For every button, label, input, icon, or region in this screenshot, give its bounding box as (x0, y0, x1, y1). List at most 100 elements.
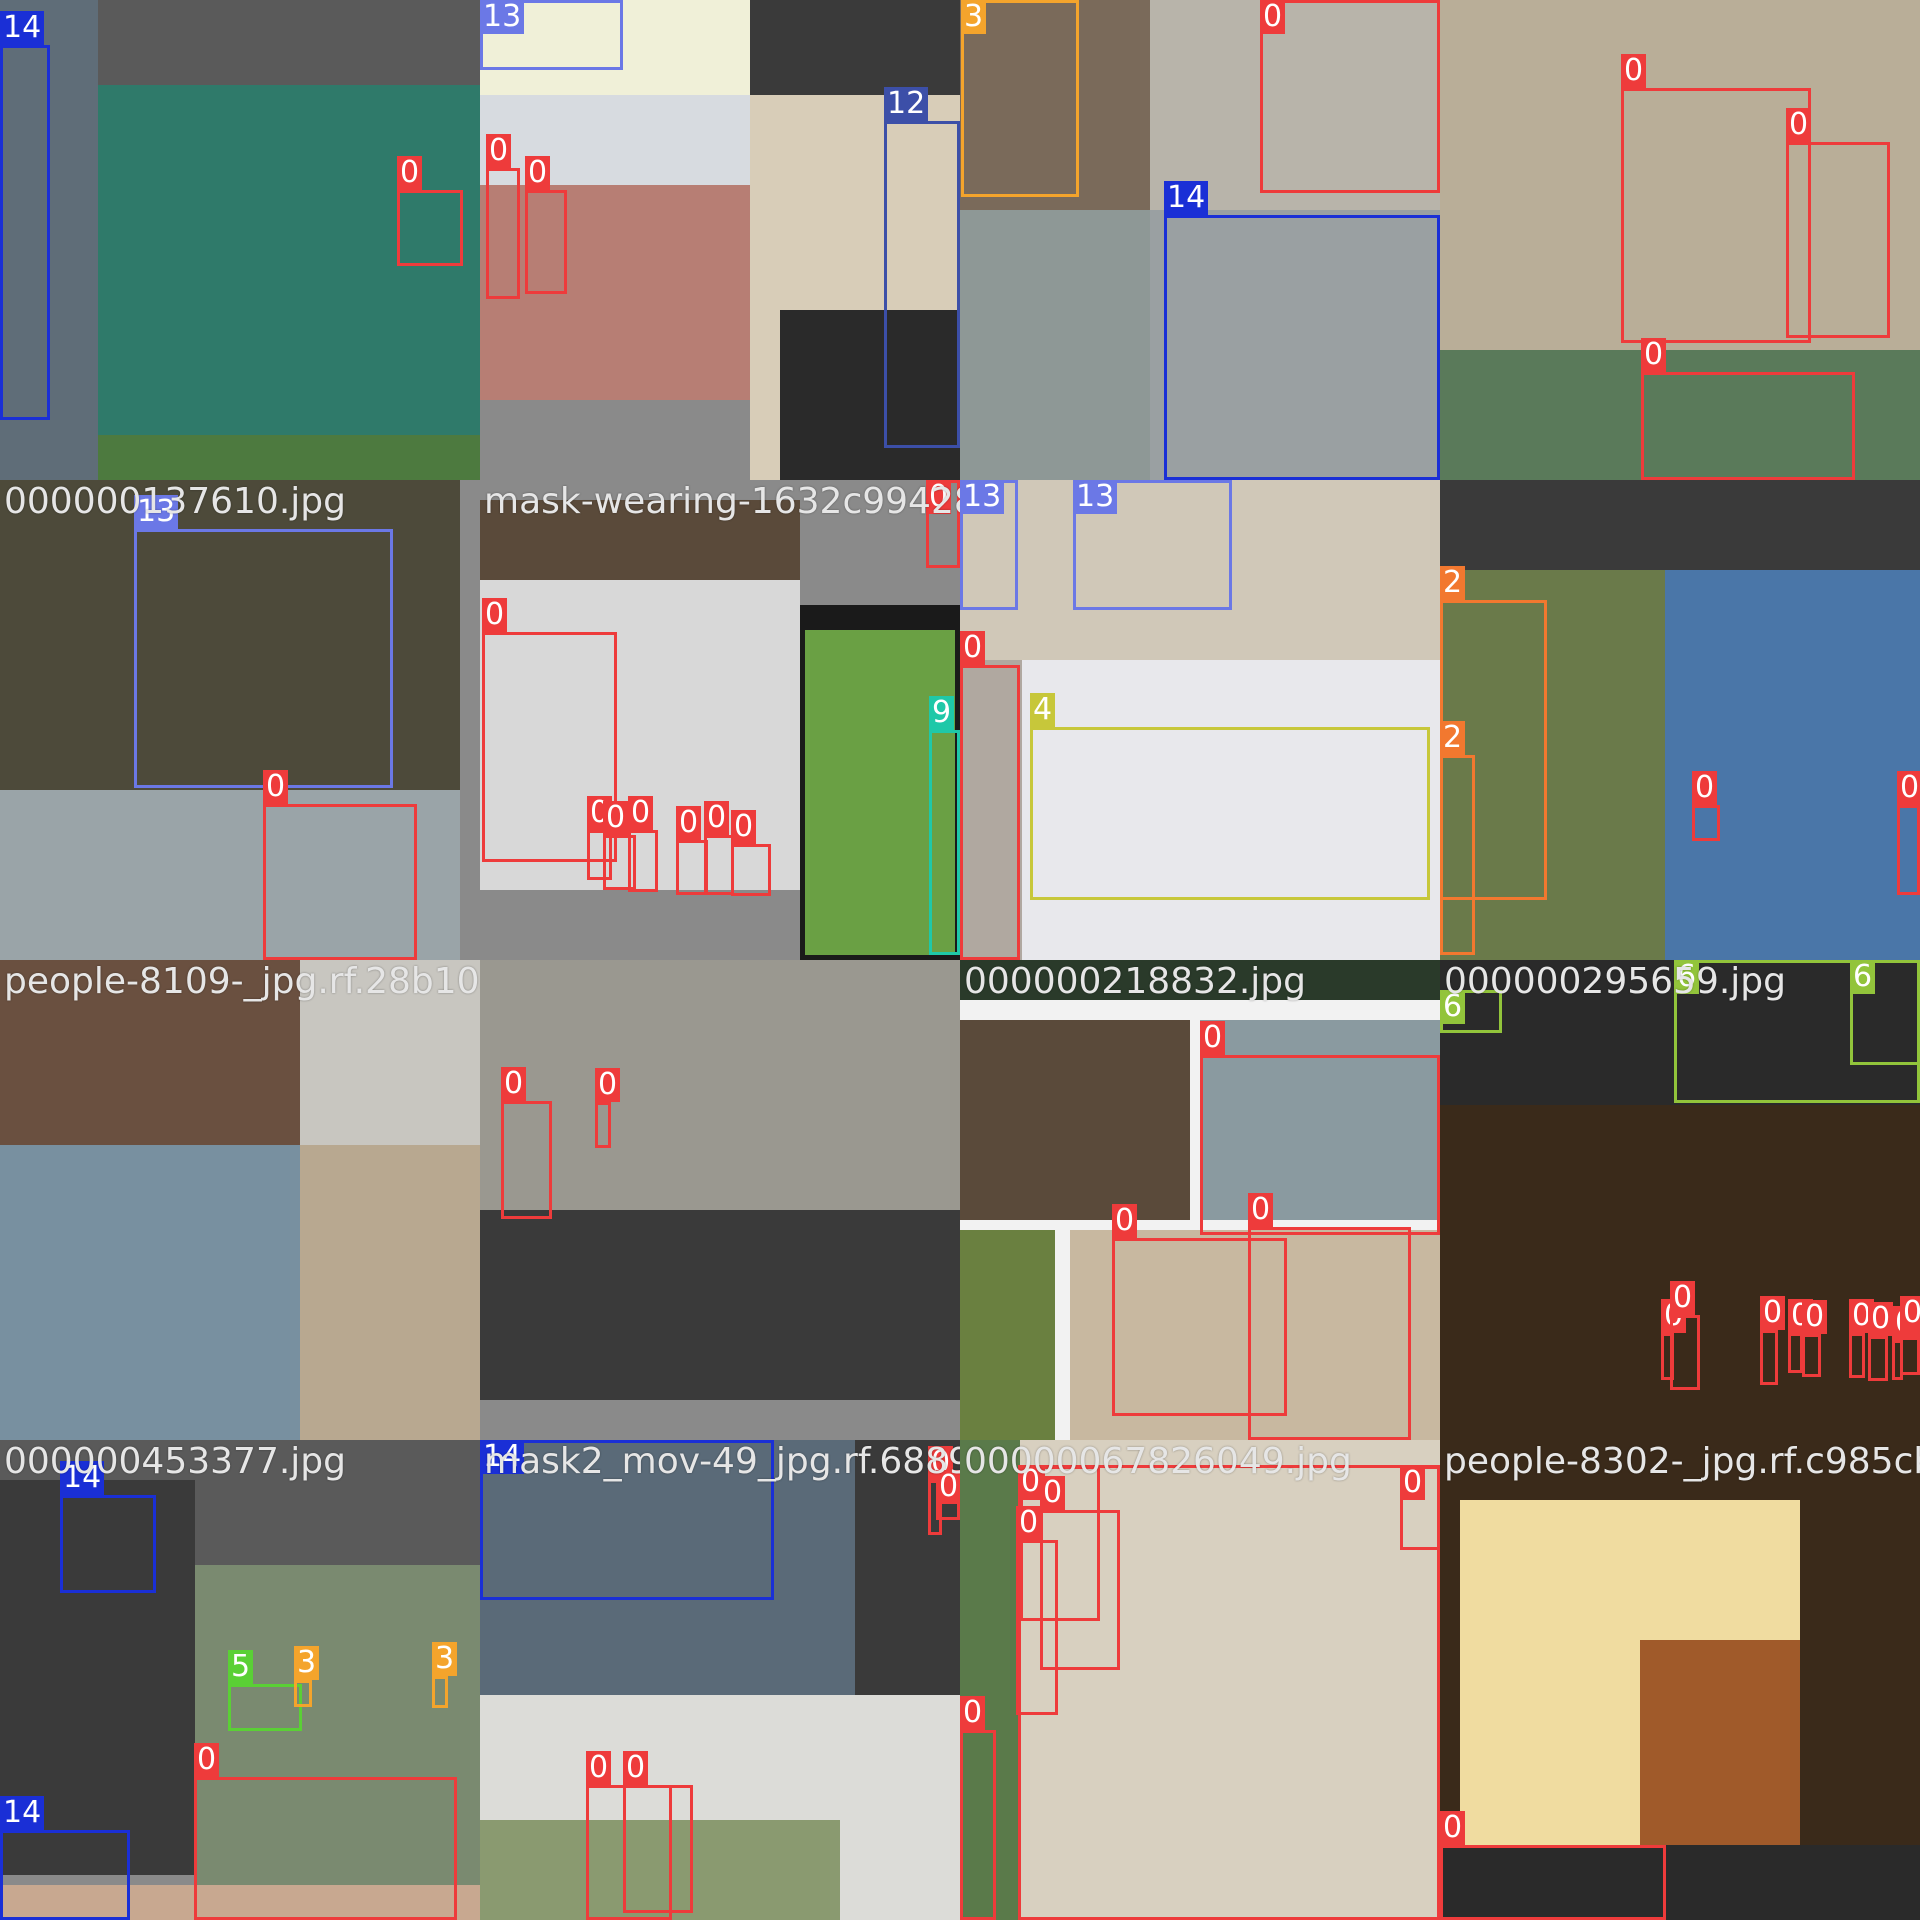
class-label: 0 (1868, 1302, 1894, 1336)
class-label: 0 (1641, 338, 1667, 372)
image-region (1070, 1230, 1440, 1440)
class-label: 0 (1260, 0, 1286, 34)
bounding-box: 6 (1850, 960, 1920, 1065)
image-region (1665, 570, 1920, 960)
class-label: 14 (60, 1461, 105, 1495)
class-label: 0 (960, 631, 986, 665)
bounding-box: 0 (1260, 0, 1440, 193)
bounding-box: 0 (1692, 771, 1720, 841)
bounding-box: 0 (1786, 108, 1890, 338)
class-label: 0 (1621, 54, 1647, 88)
bounding-box: 0 (936, 1470, 960, 1520)
class-label: 0 (1440, 1811, 1466, 1845)
class-label: 3 (432, 1642, 458, 1676)
class-label: 14 (0, 11, 45, 45)
bounding-box: 0 (1897, 771, 1920, 895)
class-label: 0 (704, 801, 730, 835)
bounding-box: 3 (961, 0, 1079, 197)
bounding-box: 0 (1200, 1021, 1440, 1235)
bounding-box: 5 (228, 1650, 302, 1731)
bounding-box: 0 (1248, 1193, 1411, 1440)
mosaic-tile: 14 5 3 3 0 14 000000453377.jpg (0, 1440, 480, 1920)
bounding-box: 0 (628, 796, 658, 892)
bounding-box: 2 (1440, 721, 1475, 955)
image-region (750, 0, 960, 95)
bounding-box: 0 (960, 1696, 996, 1920)
class-label: 0 (586, 1751, 612, 1785)
image-region (195, 1565, 480, 1885)
image-filename-caption: people-8109-_jpg.rf.28b10a9670e9b4939f8 (4, 961, 480, 1002)
image-region (1440, 0, 1920, 350)
image-region (480, 1210, 960, 1400)
image-filename-caption: people-8302-_jpg.rf.c985cbf (1444, 1441, 1920, 1482)
image-region (960, 1020, 1190, 1220)
bounding-box: 0 (1112, 1204, 1287, 1416)
bounding-box: 4 (1030, 693, 1430, 900)
class-label: 3 (961, 0, 987, 34)
class-label: 0 (731, 810, 757, 844)
bounding-box: 0 (1018, 1465, 1440, 1920)
class-label: 0 (1670, 1281, 1696, 1315)
class-label: 0 (397, 156, 423, 190)
image-filename-caption: 00000067826049.jpg (964, 1441, 1352, 1482)
bounding-box: 13 (1073, 480, 1232, 610)
bounding-box: 0 (1040, 1476, 1120, 1670)
image-region (960, 210, 1150, 480)
image-region (0, 0, 100, 480)
bounding-box: 14 (0, 1796, 130, 1920)
bounding-box: 6 (1440, 990, 1502, 1033)
mosaic-tile: 13 12 0 0 (480, 0, 960, 480)
mosaic-tile: 00000000000067826049.jpg (960, 1440, 1440, 1920)
bounding-box: 0 (1440, 1811, 1666, 1920)
class-label: 12 (884, 87, 929, 121)
image-region (1440, 480, 1920, 570)
bounding-box: 13 (134, 495, 393, 788)
class-label: 0 (1040, 1476, 1066, 1510)
class-label: 0 (1802, 1300, 1828, 1334)
bounding-box: 0 (1802, 1300, 1828, 1377)
bounding-box: 14 (480, 1440, 774, 1600)
bounding-box: 0 (1760, 1296, 1786, 1385)
class-label: 0 (482, 598, 508, 632)
class-label: 13 (960, 480, 1005, 514)
image-region (0, 1145, 300, 1440)
class-label: 0 (1692, 771, 1718, 805)
image-region (98, 435, 480, 480)
image-region (98, 85, 480, 435)
class-label: 2 (1440, 566, 1466, 600)
class-label: 0 (1760, 1296, 1786, 1330)
image-region (1150, 210, 1440, 480)
image-region (480, 95, 750, 185)
image-region (960, 960, 1440, 1000)
image-filename-caption: 000000453377.jpg (4, 1441, 346, 1482)
image-region (480, 185, 750, 400)
class-label: 13 (134, 495, 179, 529)
class-label: 0 (525, 156, 551, 190)
class-label: 14 (0, 1796, 45, 1830)
bounding-box: 0 (1788, 1299, 1814, 1373)
class-label: 14 (1164, 181, 1209, 215)
bounding-box: 0 (501, 1067, 552, 1219)
mosaic-tile: 13 13 0 4 (960, 480, 1440, 960)
image-region (960, 0, 1150, 210)
image-region (480, 400, 750, 480)
class-label: 0 (1248, 1193, 1274, 1227)
bounding-box: 14 (60, 1461, 156, 1593)
class-label: 5 (228, 1650, 254, 1684)
image-region (960, 660, 1022, 960)
image-region (0, 960, 300, 1145)
bounding-box: 13 (480, 0, 623, 70)
bounding-box: 0 (194, 1743, 457, 1920)
image-region (1022, 660, 1440, 960)
class-label: 0 (1897, 771, 1920, 805)
bounding-box: 3 (432, 1642, 458, 1708)
bounding-box: 0 (603, 801, 636, 890)
class-label: 0 (1786, 108, 1812, 142)
class-label: 0 (1112, 1204, 1138, 1238)
bounding-box: 0 (926, 480, 960, 568)
image-region (480, 0, 750, 95)
image-region (1440, 1845, 1920, 1920)
image-region (780, 310, 960, 480)
bounding-box: 0 (263, 770, 417, 960)
